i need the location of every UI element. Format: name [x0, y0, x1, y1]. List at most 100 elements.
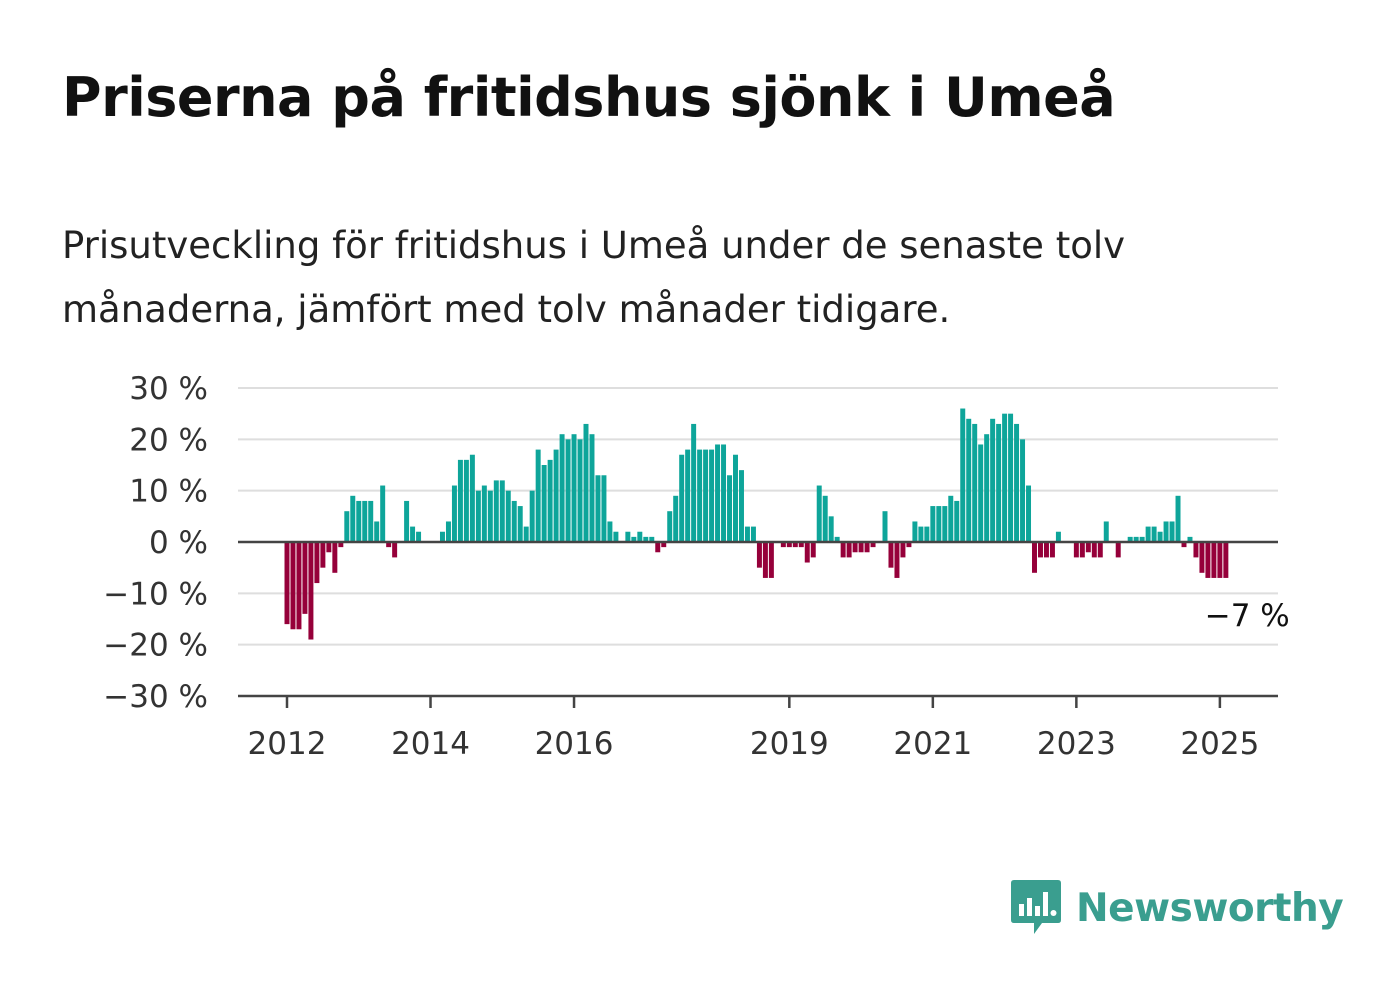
bar: [858, 542, 864, 553]
bar: [697, 449, 703, 542]
bar: [326, 542, 332, 553]
bar: [822, 495, 828, 542]
bar: [416, 531, 422, 542]
bar: [374, 521, 380, 542]
bar: [523, 526, 529, 542]
bar: [637, 531, 643, 542]
bar: [1020, 439, 1026, 542]
bar: [972, 423, 978, 542]
bar: [607, 521, 613, 542]
bar: [1008, 413, 1014, 542]
bar: [1037, 542, 1043, 558]
bar: [284, 542, 290, 625]
bar: [445, 521, 451, 542]
bar: [308, 542, 314, 640]
last-value-annotation: −7 %: [1205, 598, 1290, 634]
y-tick-label: 20 %: [129, 422, 208, 458]
bar: [1175, 495, 1181, 542]
bar: [356, 500, 362, 542]
bar: [936, 506, 942, 542]
bar: [547, 459, 553, 542]
x-tick-label: 2014: [391, 726, 470, 762]
bar: [1073, 542, 1079, 558]
bar: [625, 531, 631, 542]
bar: [595, 475, 601, 542]
bar: [332, 542, 338, 573]
bar: [320, 542, 326, 568]
bar: [930, 506, 936, 542]
bar: [750, 526, 756, 542]
bar: [410, 526, 416, 542]
bar: [918, 526, 924, 542]
bar-chart: 30 %20 %10 %0 %−10 %−20 %−30 % 2012 2014 2…: [103, 371, 1290, 762]
bar: [685, 449, 691, 542]
x-tick-label: 2019: [750, 726, 829, 762]
brand-name: Newsworthy: [1076, 885, 1344, 931]
bar: [960, 408, 966, 542]
bar: [541, 465, 547, 542]
bar: [1211, 542, 1217, 578]
bar: [1049, 542, 1055, 558]
bar: [1217, 542, 1223, 578]
bar-series: [284, 408, 1229, 640]
bar: [1193, 542, 1199, 558]
bar: [1163, 521, 1169, 542]
bar: [691, 423, 697, 542]
bar: [900, 542, 906, 558]
bar: [924, 526, 930, 542]
bar: [404, 500, 410, 542]
bar: [738, 470, 744, 542]
axes: [238, 540, 1278, 708]
x-axis-tick-labels: 2012 2014 2016 2019 2021 2023 2025: [248, 726, 1260, 762]
bar: [314, 542, 320, 584]
bar: [583, 423, 589, 542]
bar: [553, 449, 559, 542]
bar: [338, 542, 344, 548]
bar: [1205, 542, 1211, 578]
bar: [792, 542, 798, 548]
bar: [511, 500, 517, 542]
bar: [942, 506, 948, 542]
bar: [828, 516, 834, 542]
bar: [296, 542, 302, 630]
bar: [565, 439, 571, 542]
bar: [481, 485, 487, 542]
bar: [1181, 542, 1187, 548]
bar: [780, 542, 786, 548]
bar: [744, 526, 750, 542]
bar: [643, 536, 649, 542]
bar: [996, 423, 1002, 542]
bar: [864, 542, 870, 553]
bar: [727, 475, 733, 542]
bar: [816, 485, 822, 542]
bar: [1157, 531, 1163, 542]
newsworthy-logo-icon: [1011, 880, 1061, 934]
y-tick-label: 10 %: [129, 474, 208, 510]
bar: [457, 459, 463, 542]
y-tick-label: −10 %: [103, 576, 208, 612]
bar: [978, 444, 984, 542]
bar: [810, 542, 816, 558]
bar: [990, 418, 996, 542]
bar: [768, 542, 774, 578]
bar: [499, 480, 505, 542]
x-tick-label: 2012: [248, 726, 327, 762]
bar: [954, 500, 960, 542]
bar: [1014, 423, 1020, 542]
bar: [834, 536, 840, 542]
bar: [302, 542, 308, 614]
y-tick-label: −30 %: [103, 679, 208, 715]
bar: [1127, 536, 1133, 542]
x-tick-label: 2016: [535, 726, 614, 762]
x-tick-label: 2021: [893, 726, 972, 762]
bar: [439, 531, 445, 542]
y-tick-label: 0 %: [149, 525, 208, 561]
bar: [1199, 542, 1205, 573]
bar: [463, 459, 469, 542]
bar: [1187, 536, 1193, 542]
bar: [870, 542, 876, 548]
bar: [1115, 542, 1121, 558]
bar: [392, 542, 398, 558]
bar: [1133, 536, 1139, 542]
newsworthy-brand: Newsworthy: [1010, 878, 1344, 938]
